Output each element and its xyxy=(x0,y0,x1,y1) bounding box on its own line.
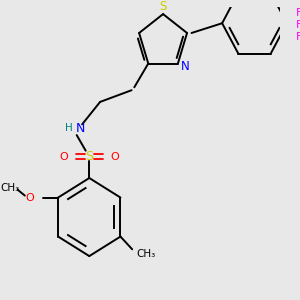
Text: O: O xyxy=(110,152,119,162)
Text: H: H xyxy=(65,123,73,133)
Text: F: F xyxy=(296,8,300,19)
Text: F: F xyxy=(296,32,300,42)
Text: O: O xyxy=(60,152,68,162)
Text: CH₃: CH₃ xyxy=(0,183,19,193)
Text: O: O xyxy=(25,193,34,202)
Text: CH₃: CH₃ xyxy=(136,249,155,259)
Text: S: S xyxy=(85,150,93,163)
Text: N: N xyxy=(181,60,190,73)
Text: N: N xyxy=(76,122,85,135)
Text: S: S xyxy=(159,0,167,13)
Text: F: F xyxy=(296,20,300,30)
